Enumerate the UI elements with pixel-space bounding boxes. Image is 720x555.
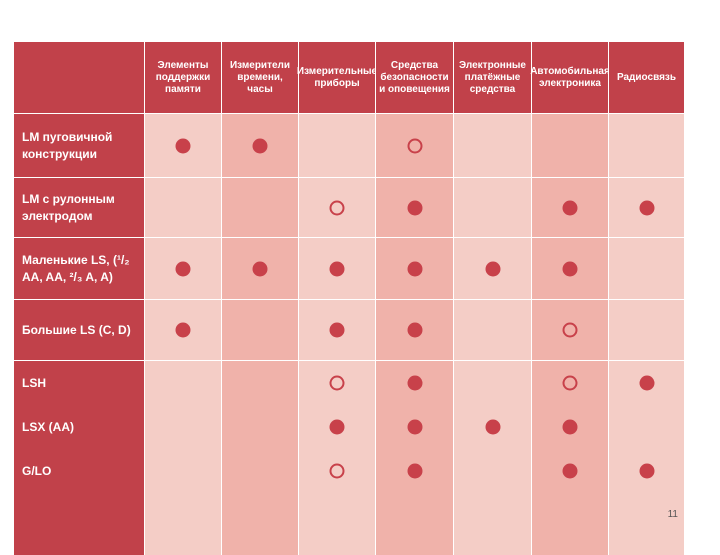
table-cell bbox=[222, 114, 298, 177]
open-circle-icon bbox=[329, 463, 345, 479]
filled-circle-icon bbox=[407, 200, 422, 215]
table-cell bbox=[532, 300, 608, 360]
group-cell bbox=[609, 361, 684, 555]
table-cell bbox=[454, 178, 531, 237]
row-header: LM пуговичной конструкции bbox=[14, 114, 144, 177]
table-cell bbox=[145, 300, 221, 360]
table-cell bbox=[609, 114, 684, 177]
filled-circle-icon bbox=[407, 322, 422, 338]
filled-circle-icon bbox=[639, 463, 654, 479]
filled-circle-icon bbox=[407, 463, 422, 479]
table-cell bbox=[299, 114, 375, 177]
row-header: LSH bbox=[22, 375, 46, 390]
table-cell bbox=[299, 178, 375, 237]
open-circle-icon bbox=[329, 375, 345, 391]
filled-circle-icon bbox=[252, 138, 268, 153]
table-cell bbox=[454, 300, 531, 360]
table-cell bbox=[299, 238, 375, 299]
open-circle-icon bbox=[407, 138, 422, 153]
filled-circle-icon bbox=[485, 261, 500, 276]
open-circle-icon bbox=[562, 375, 578, 391]
table-cell bbox=[376, 300, 453, 360]
filled-circle-icon bbox=[175, 261, 191, 276]
page-number: 11 bbox=[667, 509, 678, 520]
row-header: Большие LS (C, D) bbox=[14, 300, 144, 360]
table-cell bbox=[222, 178, 298, 237]
filled-circle-icon bbox=[639, 375, 654, 391]
filled-circle-icon bbox=[562, 419, 578, 435]
table-cell bbox=[222, 300, 298, 360]
row-header: LM с рулонным электродом bbox=[14, 178, 144, 237]
open-circle-icon bbox=[329, 200, 345, 215]
table-cell bbox=[454, 238, 531, 299]
table-cell bbox=[299, 300, 375, 360]
filled-circle-icon bbox=[407, 419, 422, 435]
filled-circle-icon bbox=[485, 419, 500, 435]
column-header: Измерители времени, часы bbox=[222, 42, 298, 113]
group-cell bbox=[145, 361, 221, 555]
row-header: Маленькие LS, (¹/₂ AA, AA, ²/₃ A, A) bbox=[14, 238, 144, 299]
row-header: G/LO bbox=[22, 463, 52, 478]
filled-circle-icon bbox=[329, 261, 345, 276]
column-header: Измерительные приборы bbox=[297, 42, 377, 113]
table-cell bbox=[222, 238, 298, 299]
column-header: Элементы поддержки памяти bbox=[145, 42, 221, 113]
row-header-group: LSH LSX (AA) G/LO bbox=[14, 361, 144, 555]
column-header: Электронные платёжные средства bbox=[454, 42, 531, 113]
table-cell bbox=[376, 114, 453, 177]
group-cell bbox=[376, 361, 453, 555]
filled-circle-icon bbox=[329, 322, 345, 338]
open-circle-icon bbox=[562, 322, 578, 338]
column-header: Радиосвязь bbox=[609, 42, 684, 113]
filled-circle-icon bbox=[175, 322, 191, 338]
table-cell bbox=[145, 114, 221, 177]
table-cell bbox=[609, 238, 684, 299]
table-cell bbox=[376, 238, 453, 299]
table-cell bbox=[145, 178, 221, 237]
table-cell bbox=[609, 300, 684, 360]
group-cell bbox=[299, 361, 375, 555]
table-cell bbox=[145, 238, 221, 299]
filled-circle-icon bbox=[407, 375, 422, 391]
table-cell bbox=[609, 178, 684, 237]
filled-circle-icon bbox=[329, 419, 345, 435]
applications-table: Элементы поддержки памяти Измерители вре… bbox=[14, 42, 684, 555]
column-header: Автомобильная электроника bbox=[530, 42, 610, 113]
group-cell bbox=[222, 361, 298, 555]
filled-circle-icon bbox=[407, 261, 422, 276]
group-cell bbox=[532, 361, 608, 555]
filled-circle-icon bbox=[562, 261, 578, 276]
group-cell bbox=[454, 361, 531, 555]
filled-circle-icon bbox=[252, 261, 268, 276]
filled-circle-icon bbox=[639, 200, 654, 215]
table-cell bbox=[376, 178, 453, 237]
filled-circle-icon bbox=[562, 463, 578, 479]
filled-circle-icon bbox=[175, 138, 191, 153]
column-header: Средства безопасности и оповещения bbox=[376, 42, 453, 113]
table-cell bbox=[532, 238, 608, 299]
table-cell bbox=[532, 114, 608, 177]
filled-circle-icon bbox=[562, 200, 578, 215]
table-cell bbox=[454, 114, 531, 177]
row-header: LSX (AA) bbox=[22, 419, 74, 434]
corner-cell bbox=[14, 42, 144, 113]
table-cell bbox=[532, 178, 608, 237]
